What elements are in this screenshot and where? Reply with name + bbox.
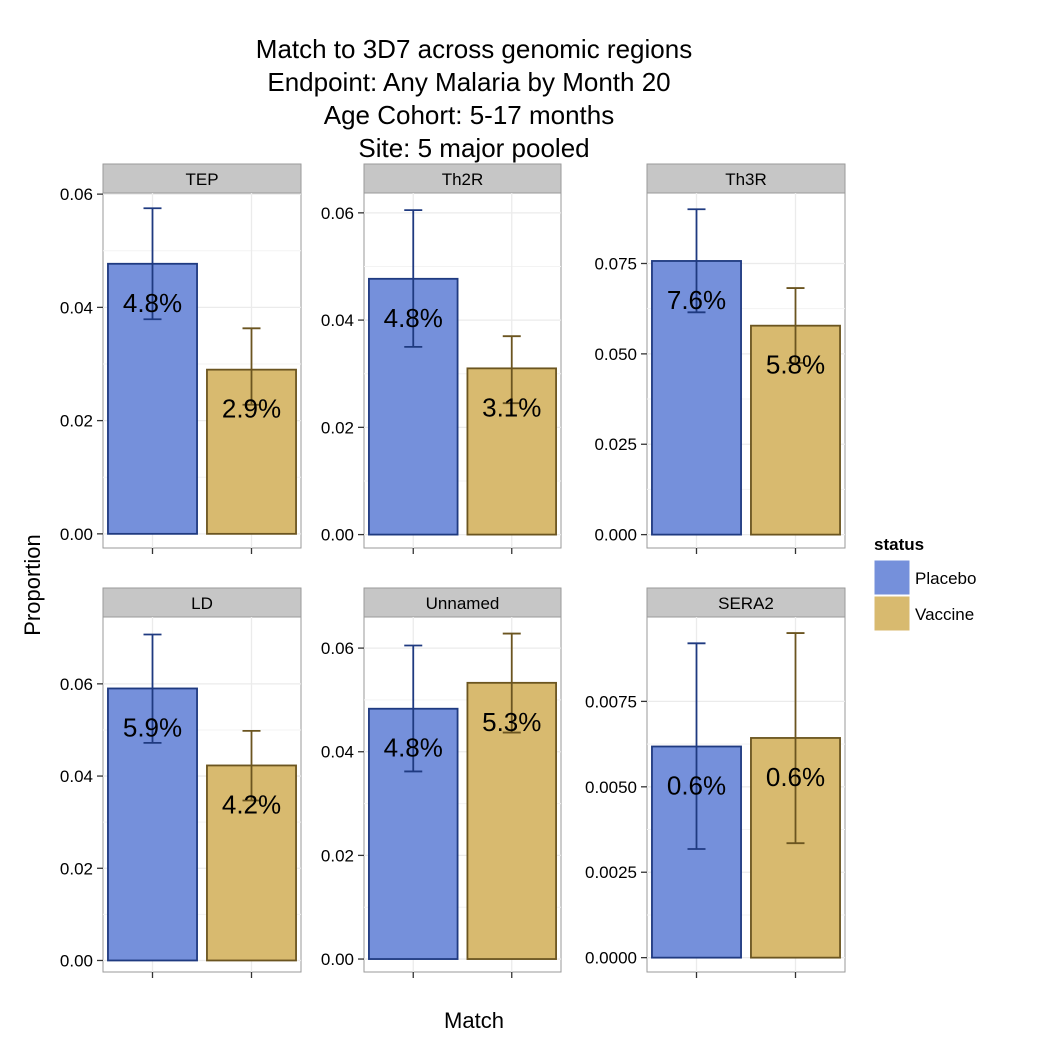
facet-strip-label-th3r: Th3R: [725, 170, 767, 189]
data-label-th3r-vaccine: 5.8%: [766, 350, 825, 380]
facet-sera2: SERA2 0.0000 0.0025 0.0050 0.0075 0.6% 0.6%: [585, 587, 846, 978]
y-tick-label: 0.04: [60, 298, 93, 317]
facet-strip-th3r: [646, 163, 846, 194]
y-tick-label: 0.06: [321, 204, 354, 223]
data-label-th3r-placebo: 7.6%: [667, 285, 726, 315]
data-label-ld-placebo: 5.9%: [123, 712, 182, 742]
data-label-th2r-placebo: 4.8%: [384, 303, 443, 333]
facet-strip-label-unnamed: Unnamed: [426, 594, 500, 613]
chart-title-line-2: Endpoint: Any Malaria by Month 20: [267, 67, 670, 97]
facet-unnamed: Unnamed 0.00 0.02 0.04 0.06 4.8% 5.3%: [321, 587, 562, 978]
facet-strip-label-th2r: Th2R: [442, 170, 484, 189]
y-tick-label: 0.0025: [585, 863, 637, 882]
y-tick-label: 0.00: [60, 951, 93, 970]
bar-sera2-vaccine: [750, 737, 841, 959]
y-tick-label: 0.025: [594, 435, 637, 454]
y-tick-label: 0.06: [60, 675, 93, 694]
x-axis-label: Match: [444, 1008, 504, 1033]
legend-label-vaccine: Vaccine: [915, 605, 974, 624]
facet-th3r: Th3R 0.000 0.025 0.050 0.075 7.6% 5.8%: [594, 163, 846, 554]
legend-label-placebo: Placebo: [915, 569, 976, 588]
facet-tep: TEP 0.00 0.02 0.04 0.06 4.8% 2.9%: [60, 163, 302, 554]
legend: status Placebo Vaccine: [873, 535, 976, 632]
data-label-unnamed-placebo: 4.8%: [384, 733, 443, 763]
y-tick-label: 0.02: [321, 846, 354, 865]
y-axis-label: Proportion: [20, 534, 45, 636]
facet-ld: LD 0.00 0.02 0.04 0.06 5.9% 4.2%: [60, 587, 302, 978]
y-tick-label: 0.000: [594, 526, 637, 545]
y-tick-label: 0.0075: [585, 692, 637, 711]
facet-strip-unnamed: [363, 587, 562, 618]
facet-th2r: Th2R 0.00 0.02 0.04 0.06 4.8% 3.1%: [321, 163, 562, 554]
y-tick-label: 0.075: [594, 254, 637, 273]
y-tick-label: 0.00: [321, 950, 354, 969]
y-tick-label: 0.050: [594, 345, 637, 364]
y-tick-label: 0.00: [60, 525, 93, 544]
facet-panels: TEP 0.00 0.02 0.04 0.06 4.8% 2.9% Th2R 0.00 0.02 0…: [60, 163, 846, 978]
y-tick-label: 0.00: [321, 526, 354, 545]
data-label-ld-vaccine: 4.2%: [222, 789, 281, 819]
chart-title-line-3: Age Cohort: 5-17 months: [324, 100, 615, 130]
facet-strip-tep: [102, 163, 302, 194]
chart-title-line-4: Site: 5 major pooled: [358, 133, 589, 163]
y-tick-label: 0.02: [60, 859, 93, 878]
data-label-unnamed-vaccine: 5.3%: [482, 707, 541, 737]
data-label-sera2-placebo: 0.6%: [667, 770, 726, 800]
y-tick-label: 0.0050: [585, 778, 637, 797]
data-label-th2r-vaccine: 3.1%: [482, 392, 541, 422]
legend-key-placebo: [873, 559, 911, 596]
y-tick-label: 0.04: [60, 767, 93, 786]
facet-strip-label-tep: TEP: [185, 170, 218, 189]
chart-title-line-1: Match to 3D7 across genomic regions: [256, 34, 692, 64]
y-tick-label: 0.04: [321, 743, 354, 762]
y-tick-label: 0.02: [321, 418, 354, 437]
facet-strip-label-ld: LD: [191, 594, 213, 613]
legend-key-vaccine: [873, 595, 911, 632]
legend-title: status: [874, 535, 924, 554]
data-label-tep-placebo: 4.8%: [123, 288, 182, 318]
data-label-tep-vaccine: 2.9%: [222, 394, 281, 424]
data-label-sera2-vaccine: 0.6%: [766, 762, 825, 792]
chart-title: Match to 3D7 across genomic regions Endp…: [256, 34, 692, 163]
y-tick-label: 0.06: [321, 639, 354, 658]
facet-strip-th2r: [363, 163, 562, 194]
bar-th3r-vaccine: [750, 324, 841, 536]
y-tick-label: 0.06: [60, 185, 93, 204]
y-tick-label: 0.0000: [585, 949, 637, 968]
y-tick-label: 0.02: [60, 412, 93, 431]
facet-strip-label-sera2: SERA2: [718, 594, 774, 613]
y-tick-label: 0.04: [321, 311, 354, 330]
